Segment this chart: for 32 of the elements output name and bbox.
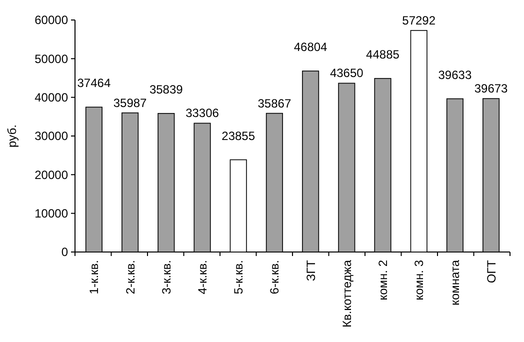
data-label: 46804 (294, 40, 328, 54)
data-label: 35839 (149, 82, 184, 96)
x-tick-label: 2-к.кв. (123, 260, 138, 294)
y-axis-title: руб. (5, 124, 19, 148)
data-label: 44885 (366, 47, 400, 62)
data-label: 43650 (330, 66, 364, 80)
y-tick-label: 10000 (34, 206, 68, 221)
x-tick-label: Кв.коттеджа (340, 260, 354, 328)
data-label: 39633 (438, 68, 472, 82)
x-tick-label: 5-к.кв. (232, 260, 246, 294)
y-tick-label: 0 (61, 245, 68, 260)
data-label: 37464 (77, 76, 111, 90)
data-label: 35987 (113, 96, 148, 110)
x-tick-label: 4-к.кв. (195, 260, 210, 294)
x-tick-label: 3-к.кв. (159, 260, 174, 294)
y-tick-label: 50000 (34, 52, 68, 66)
x-tick-label: 6-к.кв. (268, 260, 282, 294)
y-tick-label: 20000 (34, 168, 68, 182)
data-label: 35867 (258, 96, 292, 110)
data-label: 57292 (402, 13, 436, 28)
y-tick-label: 30000 (34, 129, 68, 144)
data-label: 23855 (222, 128, 256, 143)
x-tick-label: ЗГТ (304, 259, 318, 282)
x-tick-label: ОГТ (484, 259, 498, 284)
y-tick-label: 40000 (34, 90, 68, 105)
x-tick-label: комната (448, 260, 462, 306)
data-label: 39673 (474, 82, 508, 96)
x-tick-label: комн. 3 (412, 260, 426, 300)
y-tick-label: 60000 (34, 13, 68, 28)
x-tick-label: комн. 2 (376, 260, 390, 300)
x-tick-label: 1-к.кв. (87, 260, 102, 294)
data-label: 33306 (186, 106, 220, 120)
